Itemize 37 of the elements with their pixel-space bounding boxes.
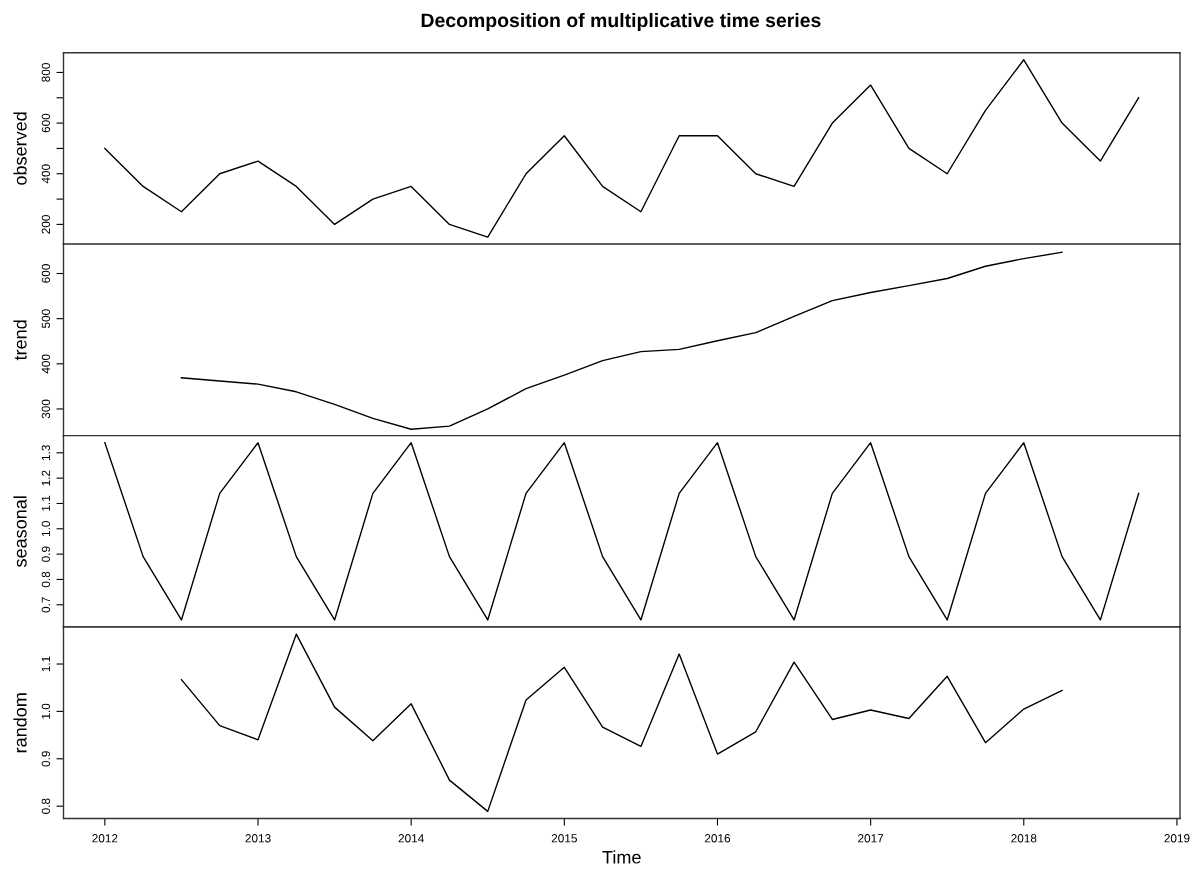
line-series: [180, 633, 1063, 813]
y-tick-label: 0.7: [41, 597, 51, 613]
line-series: [104, 59, 1140, 238]
y-tick-label: 1.0: [41, 521, 51, 537]
y-tick-label: 200: [41, 215, 51, 234]
y-tick-label: 0.8: [41, 798, 51, 814]
y-tick-label: 0.9: [41, 751, 51, 767]
y-axis-title: seasonal: [13, 496, 27, 567]
y-tick-label: 600: [41, 113, 51, 133]
y-axis-title: observed: [13, 112, 27, 185]
x-axis-title: Time: [602, 850, 641, 864]
y-tick-label: 600: [41, 264, 51, 283]
x-tick-label: 2015: [551, 834, 577, 843]
x-tick-label: 2013: [245, 834, 271, 843]
y-tick-label: 1.0: [41, 703, 51, 719]
y-axis-title: trend: [13, 320, 27, 361]
x-tick-label: 2018: [1011, 834, 1037, 843]
x-tick-label: 2016: [704, 834, 731, 843]
x-tick-label: 2014: [398, 834, 424, 843]
line-series: [180, 251, 1063, 430]
y-tick-label: 400: [41, 354, 51, 374]
y-axis-title: random: [13, 693, 27, 753]
y-tick-label: 0.9: [41, 546, 51, 562]
y-tick-label: 1.1: [41, 656, 50, 672]
line-series: [104, 441, 1140, 621]
y-tick-label: 1.1: [41, 495, 50, 511]
y-tick-label: 800: [41, 63, 51, 82]
y-tick-label: 500: [41, 309, 51, 329]
x-tick-label: 2012: [92, 834, 118, 843]
y-tick-label: 1.3: [41, 445, 51, 461]
x-tick-label: 2019: [1164, 834, 1190, 843]
y-tick-label: 0.8: [41, 571, 51, 588]
y-tick-label: 1.2: [41, 470, 50, 486]
y-tick-label: 300: [41, 399, 51, 419]
x-tick-label: 2017: [858, 834, 884, 843]
y-tick-label: 400: [41, 164, 51, 184]
chart-title: Decomposition of multiplicative time series: [421, 12, 821, 32]
